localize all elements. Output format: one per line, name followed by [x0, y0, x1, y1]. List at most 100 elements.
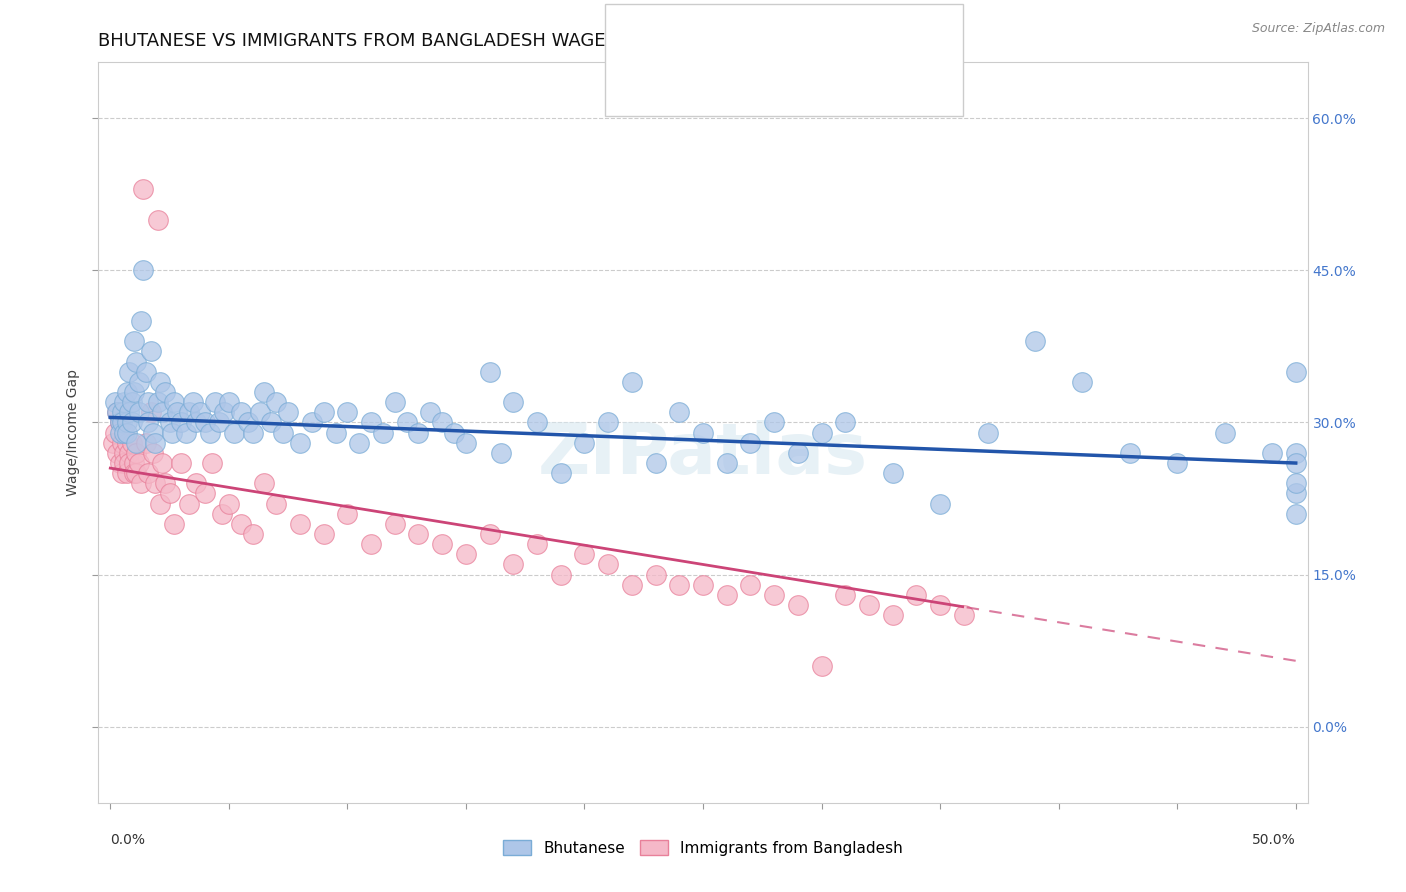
- Text: 0.0%: 0.0%: [110, 833, 145, 847]
- Point: [125, 354, 148, 368]
- Point: [312, 405, 335, 419]
- Point: [222, 425, 245, 440]
- Legend: Bhutanese, Immigrants from Bangladesh: Bhutanese, Immigrants from Bangladesh: [498, 834, 908, 862]
- Point: [118, 456, 141, 470]
- Point: [260, 416, 283, 430]
- Point: [347, 435, 370, 450]
- Point: [336, 507, 359, 521]
- Point: [177, 405, 200, 419]
- Point: [810, 659, 832, 673]
- Point: [288, 435, 311, 450]
- Point: [229, 405, 252, 419]
- Point: [111, 466, 134, 480]
- Point: [574, 547, 596, 561]
- Point: [312, 527, 335, 541]
- Point: [716, 456, 738, 470]
- Point: [384, 516, 406, 531]
- Text: R =: R =: [672, 73, 710, 91]
- Point: [1285, 486, 1308, 500]
- Point: [264, 395, 287, 409]
- Point: [550, 466, 572, 480]
- Point: [204, 395, 226, 409]
- Text: 73: 73: [866, 73, 897, 91]
- Point: [114, 395, 136, 409]
- Point: [149, 375, 172, 389]
- Point: [454, 435, 477, 450]
- Point: [166, 405, 188, 419]
- Point: [143, 476, 166, 491]
- Point: [598, 558, 620, 572]
- Point: [108, 425, 131, 440]
- Point: [253, 385, 276, 400]
- Point: [194, 416, 217, 430]
- Point: [432, 416, 454, 430]
- Point: [114, 446, 136, 460]
- Point: [181, 395, 204, 409]
- Text: Source: ZipAtlas.com: Source: ZipAtlas.com: [1251, 22, 1385, 36]
- Text: N =: N =: [817, 29, 856, 47]
- Point: [211, 507, 233, 521]
- Text: 106: 106: [866, 29, 904, 47]
- Point: [136, 395, 159, 409]
- Point: [432, 537, 454, 551]
- Point: [190, 405, 212, 419]
- Point: [336, 405, 359, 419]
- Point: [115, 416, 138, 430]
- Point: [301, 416, 323, 430]
- Point: [128, 456, 150, 470]
- Point: [371, 425, 394, 440]
- Point: [229, 516, 252, 531]
- Point: [125, 435, 148, 450]
- Point: [135, 435, 157, 450]
- Point: [163, 395, 186, 409]
- Point: [114, 456, 136, 470]
- Point: [174, 425, 197, 440]
- Point: [740, 435, 762, 450]
- Point: [242, 527, 264, 541]
- Point: [194, 486, 217, 500]
- Point: [763, 588, 786, 602]
- Point: [129, 476, 152, 491]
- Point: [740, 578, 762, 592]
- Point: [152, 405, 174, 419]
- Point: [108, 416, 131, 430]
- Point: [478, 365, 501, 379]
- Text: 50.0%: 50.0%: [1251, 833, 1296, 847]
- Point: [101, 435, 124, 450]
- Point: [395, 416, 418, 430]
- Point: [952, 608, 974, 623]
- Point: [419, 405, 441, 419]
- Point: [142, 425, 165, 440]
- Point: [170, 456, 193, 470]
- Point: [105, 446, 128, 460]
- Point: [929, 497, 952, 511]
- Point: [153, 476, 176, 491]
- Text: R =: R =: [672, 29, 710, 47]
- Point: [253, 476, 276, 491]
- Point: [443, 425, 465, 440]
- Text: N =: N =: [817, 73, 856, 91]
- Point: [905, 588, 928, 602]
- Point: [184, 416, 207, 430]
- Point: [177, 497, 200, 511]
- Point: [104, 425, 127, 440]
- Point: [132, 182, 155, 196]
- Point: [1166, 456, 1188, 470]
- Text: BHUTANESE VS IMMIGRANTS FROM BANGLADESH WAGE/INCOME GAP CORRELATION CHART: BHUTANESE VS IMMIGRANTS FROM BANGLADESH …: [98, 32, 928, 50]
- Point: [159, 416, 181, 430]
- Point: [135, 365, 157, 379]
- Point: [118, 365, 141, 379]
- Point: [108, 456, 131, 470]
- Point: [834, 588, 856, 602]
- Point: [115, 425, 138, 440]
- Point: [142, 446, 165, 460]
- Point: [858, 598, 880, 612]
- Point: [550, 567, 572, 582]
- Point: [620, 375, 643, 389]
- Point: [122, 334, 145, 349]
- Point: [273, 425, 295, 440]
- Point: [198, 425, 221, 440]
- Point: [212, 405, 235, 419]
- Point: [122, 456, 145, 470]
- Point: [408, 527, 430, 541]
